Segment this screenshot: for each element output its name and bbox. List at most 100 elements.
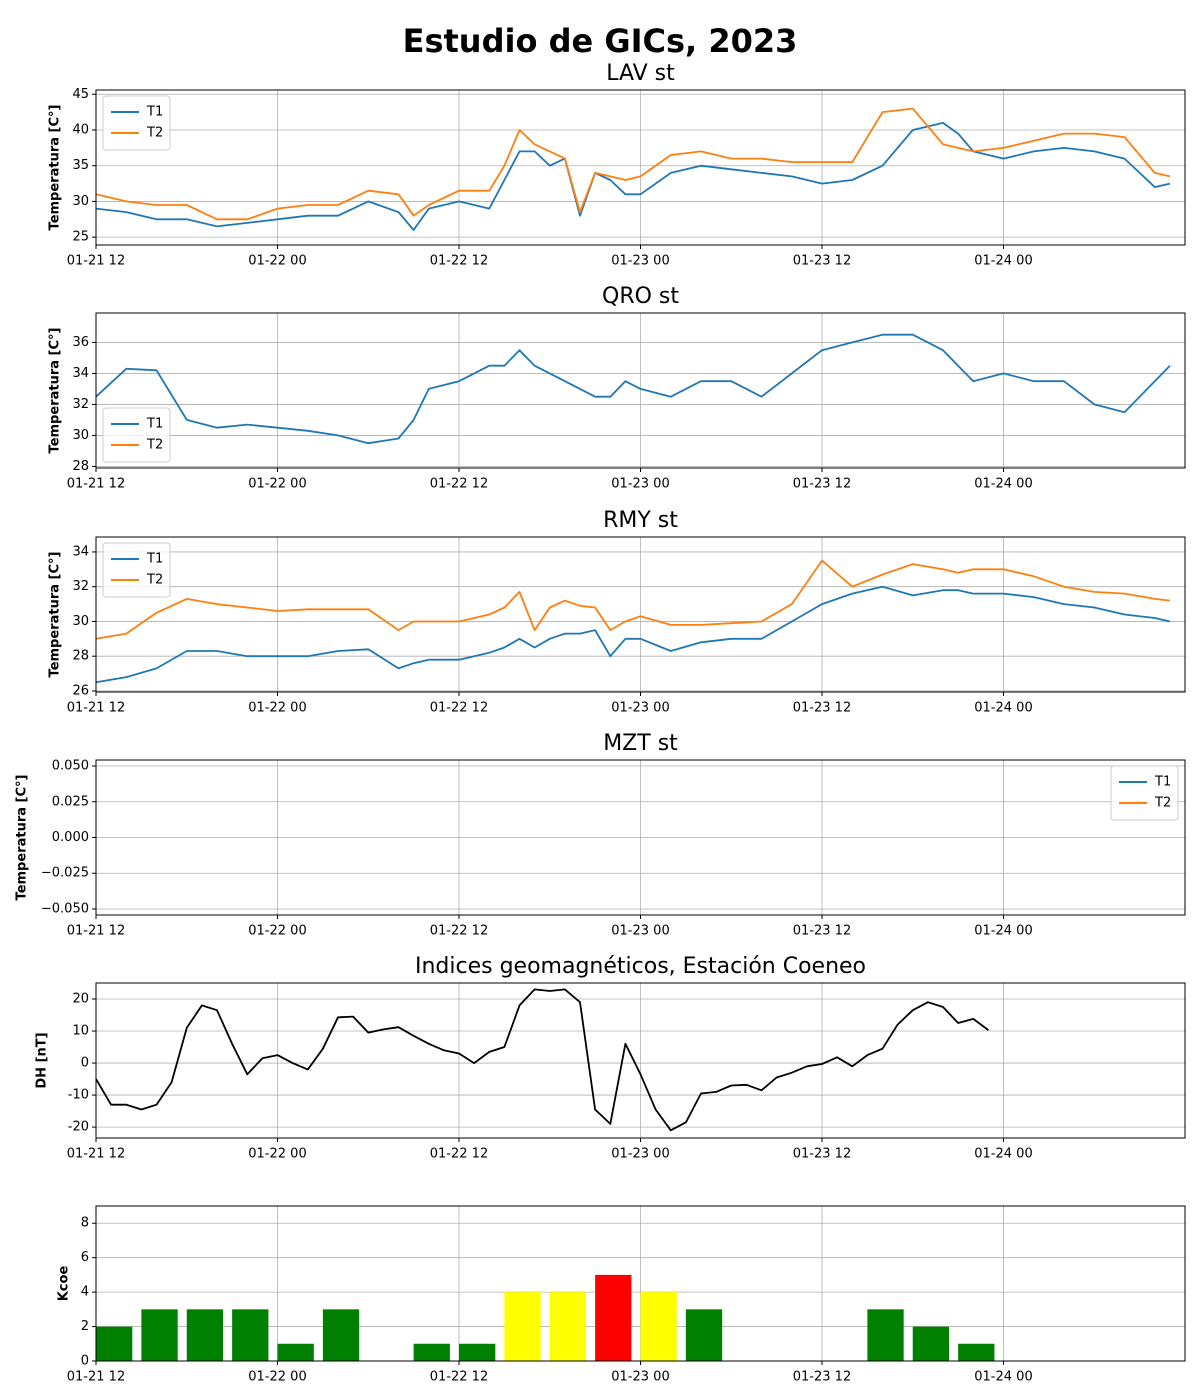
y-tick-label: 34 (72, 366, 89, 381)
bar (640, 1292, 677, 1361)
x-tick-label: 01-21 12 (67, 924, 125, 939)
x-tick-label: 01-23 00 (611, 477, 669, 492)
y-tick-label: 25 (72, 230, 89, 245)
bar (141, 1309, 178, 1361)
legend-label: T2 (146, 438, 163, 453)
x-tick-label: 01-22 00 (248, 254, 306, 269)
y-tick-label: 30 (72, 428, 89, 443)
y-axis-label: DH [nT] (35, 1032, 50, 1088)
x-tick-label: 01-23 12 (793, 254, 851, 269)
y-tick-label: 32 (72, 397, 89, 412)
y-axis-label: Temperatura [C°] (48, 552, 63, 678)
legend-box (102, 95, 171, 151)
y-tick-label: 32 (72, 579, 89, 594)
x-tick-label: 01-23 00 (611, 1147, 669, 1162)
y-tick-label: 28 (72, 459, 89, 474)
bar (413, 1343, 450, 1361)
x-tick-label: 01-22 00 (248, 924, 306, 939)
x-tick-label: 01-22 12 (430, 1370, 488, 1385)
panel-title: LAV st (606, 61, 675, 86)
y-tick-label: 6 (81, 1250, 89, 1265)
x-tick-label: 01-23 12 (793, 701, 851, 716)
y-tick-label: 36 (72, 335, 89, 350)
x-tick-label: 01-24 00 (974, 701, 1032, 716)
y-tick-label: 0 (81, 1056, 89, 1071)
legend-box (1110, 765, 1179, 821)
plot-frame (95, 312, 1186, 469)
x-tick-label: 01-23 12 (793, 1147, 851, 1162)
x-tick-label: 01-22 00 (248, 701, 306, 716)
x-tick-label: 01-22 12 (430, 924, 488, 939)
x-tick-label: 01-23 00 (611, 701, 669, 716)
plot-frame (95, 536, 1186, 693)
bar (96, 1326, 133, 1361)
x-tick-label: 01-21 12 (67, 701, 125, 716)
bar (232, 1309, 269, 1361)
y-tick-label: −0.050 (41, 901, 89, 916)
y-tick-label: 45 (72, 87, 89, 102)
series-line (95, 107, 1171, 221)
x-tick-label: 01-22 12 (430, 477, 488, 492)
legend-box (102, 542, 171, 598)
y-axis-label: Temperatura [C°] (48, 328, 63, 454)
y-axis-label: Temperatura [C°] (15, 775, 30, 901)
x-tick-label: 01-22 00 (248, 1370, 306, 1385)
y-tick-label: 26 (72, 683, 89, 698)
y-tick-label: 8 (81, 1216, 89, 1231)
bar (867, 1309, 904, 1361)
bar (685, 1309, 723, 1361)
y-tick-label: -20 (68, 1120, 89, 1135)
panel-title: RMY st (603, 508, 678, 533)
x-tick-label: 01-21 12 (67, 1370, 125, 1385)
y-tick-label: 0 (81, 1354, 89, 1369)
bar (912, 1326, 950, 1361)
y-tick-label: 30 (72, 194, 89, 209)
legend-label: T2 (146, 573, 163, 588)
x-tick-label: 01-23 00 (611, 1370, 669, 1385)
series-line (95, 585, 1171, 684)
x-tick-label: 01-22 12 (430, 1147, 488, 1162)
bar (322, 1309, 360, 1361)
y-tick-label: -10 (68, 1088, 89, 1103)
y-axis-label: Kcoe (57, 1266, 72, 1302)
y-axis-label: Temperatura [C°] (48, 105, 63, 231)
y-tick-label: 0.050 (52, 759, 89, 774)
x-tick-label: 01-22 00 (248, 1147, 306, 1162)
y-tick-label: 34 (72, 544, 89, 559)
x-tick-label: 01-21 12 (67, 1147, 125, 1162)
bar (277, 1343, 314, 1361)
legend-label: T1 (146, 552, 163, 567)
x-tick-label: 01-21 12 (67, 254, 125, 269)
legend-box (102, 407, 171, 463)
series-line (95, 333, 1171, 445)
y-tick-label: 30 (72, 614, 89, 629)
x-tick-label: 01-24 00 (974, 1370, 1032, 1385)
y-tick-label: 20 (72, 992, 89, 1007)
x-tick-label: 01-24 00 (974, 1147, 1032, 1162)
x-tick-label: 01-22 12 (430, 701, 488, 716)
y-tick-label: 10 (72, 1024, 89, 1039)
legend-label: T1 (1154, 775, 1171, 790)
x-tick-label: 01-23 12 (793, 477, 851, 492)
bar (958, 1343, 995, 1361)
y-tick-label: 40 (72, 123, 89, 138)
panel-title: QRO st (602, 284, 679, 309)
legend-label: T2 (146, 126, 163, 141)
y-tick-label: 28 (72, 649, 89, 664)
bar (186, 1309, 224, 1361)
x-tick-label: 01-24 00 (974, 477, 1032, 492)
bar (504, 1292, 541, 1361)
bar (595, 1274, 632, 1361)
x-tick-label: 01-23 12 (793, 1370, 851, 1385)
plot-frame (95, 1205, 1186, 1362)
y-tick-label: 0.000 (52, 830, 89, 845)
series-line (95, 122, 1171, 231)
x-tick-label: 01-23 12 (793, 924, 851, 939)
series-line (95, 559, 1171, 640)
panel-title: Indices geomagnéticos, Estación Coeneo (415, 954, 866, 979)
x-tick-label: 01-24 00 (974, 924, 1032, 939)
y-tick-label: 0.025 (52, 794, 89, 809)
plot-frame (95, 982, 1186, 1139)
y-tick-label: −0.025 (41, 866, 89, 881)
